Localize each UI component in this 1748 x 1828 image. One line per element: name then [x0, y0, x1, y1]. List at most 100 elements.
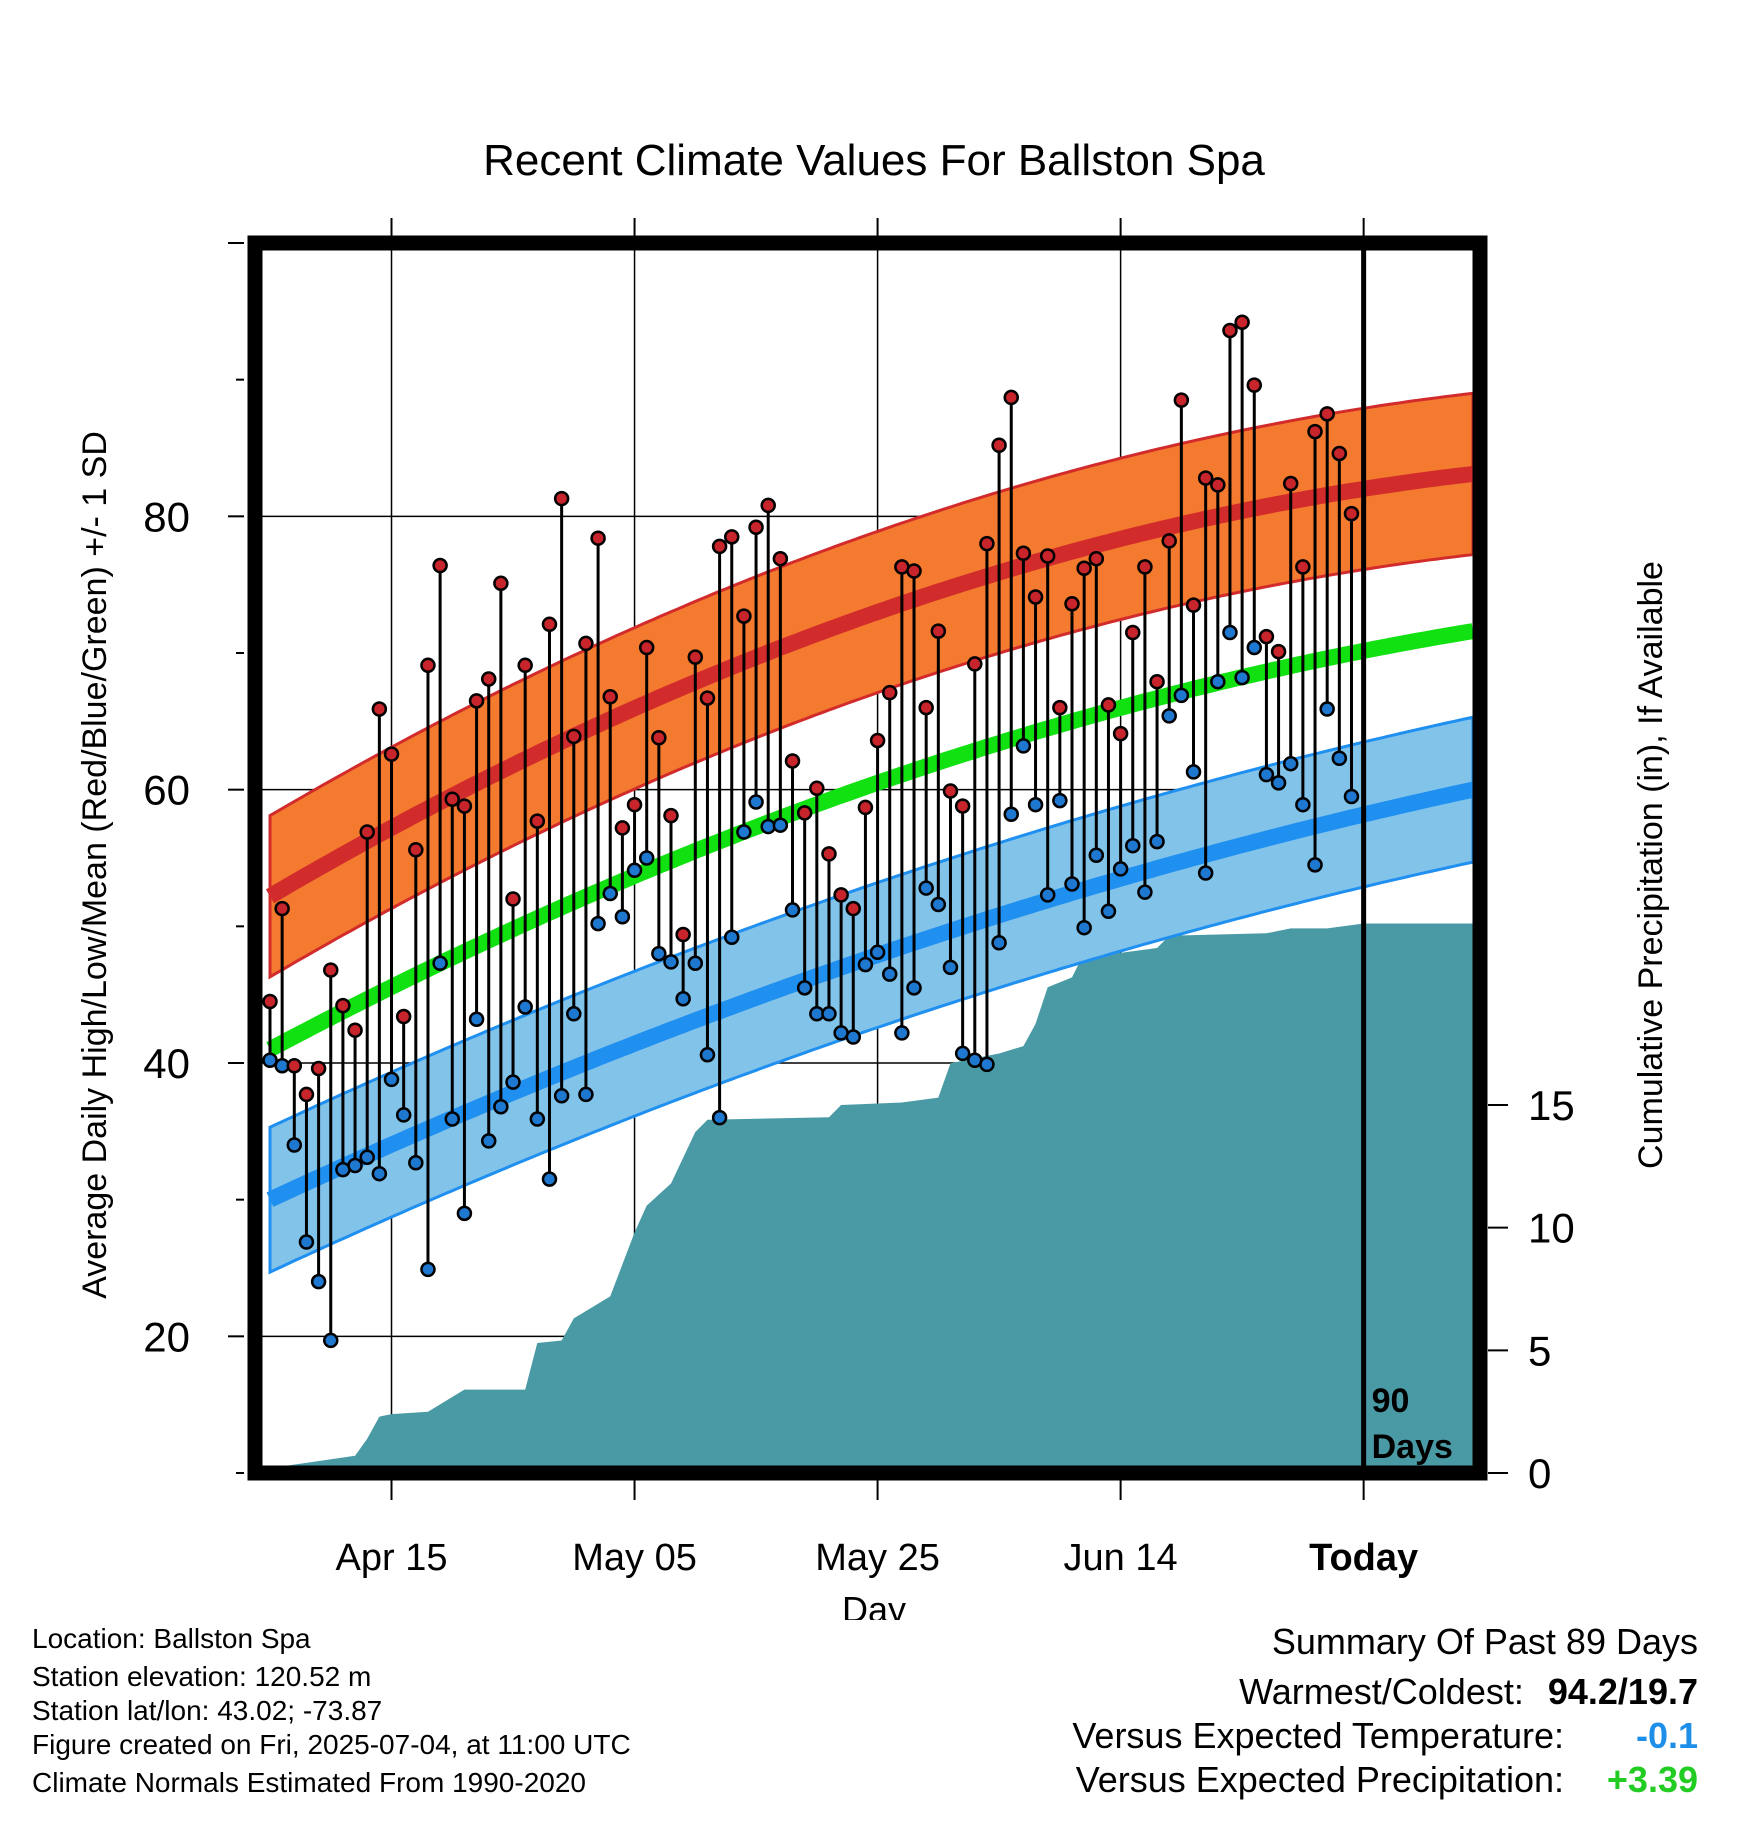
warmest-label: Warmest/Coldest: — [1239, 1671, 1524, 1712]
y-axis-right-label: Cumulative Precipitation (in), If Availa… — [1632, 561, 1670, 1169]
window-label-number: 90 — [1372, 1382, 1410, 1420]
summary-temp-row: Versus Expected Temperature: -0.1 — [1072, 1714, 1698, 1758]
daily-low-point — [1100, 903, 1117, 920]
daily-high-point — [1258, 628, 1275, 645]
daily-high-point — [626, 796, 643, 813]
climate-chart: Recent Climate Values For Ballston Spa A… — [76, 136, 1670, 1620]
daily-low-point — [517, 999, 533, 1015]
daily-high-point — [1015, 545, 1032, 561]
daily-high-point — [529, 813, 546, 829]
daily-low-point — [784, 902, 801, 918]
daily-low-point — [638, 850, 655, 866]
daily-low-point — [748, 794, 764, 810]
daily-low-point — [1052, 792, 1068, 809]
x-tick-label: May 25 — [815, 1537, 940, 1579]
daily-low-point — [906, 980, 922, 996]
daily-low-point — [1197, 865, 1214, 881]
daily-high-point — [262, 993, 278, 1010]
daily-high-point — [1076, 560, 1092, 577]
daily-high-point — [1222, 322, 1238, 339]
daily-low-point — [408, 1155, 424, 1171]
daily-high-point — [1027, 589, 1044, 605]
daily-high-point — [784, 753, 801, 769]
daily-high-point — [1234, 314, 1250, 331]
daily-low-point — [371, 1165, 388, 1182]
daily-low-point — [1246, 639, 1263, 656]
daily-high-point — [383, 746, 400, 762]
daily-high-point — [347, 1022, 363, 1038]
daily-low-point — [578, 1086, 594, 1103]
daily-low-point — [979, 1056, 995, 1073]
daily-high-point — [614, 820, 631, 836]
daily-high-point — [1270, 643, 1287, 660]
daily-low-point — [821, 1006, 837, 1022]
daily-low-point — [1210, 673, 1226, 690]
daily-high-point — [408, 842, 424, 858]
daily-high-point — [517, 657, 533, 674]
daily-low-point — [359, 1149, 375, 1166]
daily-low-point — [310, 1273, 327, 1290]
y-right-tick-label: 0 — [1528, 1450, 1551, 1497]
daily-high-point — [979, 535, 995, 552]
plot-area: 90 Days 20 40 60 80 0 5 10 15 Apr 15 May 05 May 25 Ju… — [143, 218, 1575, 1579]
daily-low-point — [383, 1071, 400, 1088]
daily-low-point — [954, 1045, 971, 1062]
daily-high-point — [906, 563, 922, 579]
daily-high-point — [1003, 389, 1019, 406]
daily-low-point — [1112, 861, 1129, 877]
daily-low-point — [663, 954, 679, 970]
daily-high-point — [821, 846, 837, 862]
daily-low-point — [1064, 876, 1080, 892]
daily-high-point — [1088, 550, 1105, 567]
daily-high-point — [1331, 445, 1348, 462]
daily-low-point — [675, 991, 691, 1007]
daily-low-point — [1149, 833, 1165, 850]
daily-high-point — [711, 538, 728, 555]
daily-high-point — [468, 693, 485, 709]
daily-high-point — [432, 557, 448, 574]
y-right-tick-label: 15 — [1528, 1082, 1575, 1129]
daily-low-point — [1295, 796, 1311, 813]
summary-warmest-row: Warmest/Coldest: 94.2/19.7 — [1072, 1670, 1698, 1714]
daily-high-point — [298, 1086, 315, 1103]
temp-label: Versus Expected Temperature: — [1072, 1715, 1564, 1756]
daily-high-point — [1307, 423, 1323, 440]
summary-panel: Summary Of Past 89 Days Warmest/Coldest:… — [1072, 1620, 1698, 1802]
x-axis-label: Day — [842, 1589, 906, 1620]
daily-low-point — [845, 1029, 862, 1045]
daily-high-point — [1185, 597, 1202, 613]
daily-low-point — [432, 955, 448, 971]
normals-text: Climate Normals Estimated From 1990-2020 — [32, 1767, 586, 1798]
normal-high-line — [265, 466, 1474, 904]
daily-high-point — [371, 701, 388, 717]
daily-high-point — [918, 699, 934, 716]
daily-high-point — [1149, 673, 1165, 690]
y-axis-left-label: Average Daily High/Low/Mean (Red/Blue/Gr… — [76, 431, 114, 1299]
daily-low-point — [796, 980, 813, 996]
daily-high-point — [1210, 477, 1226, 493]
daily-high-point — [274, 900, 290, 917]
daily-low-point — [420, 1261, 436, 1278]
y-left-tick-label: 60 — [143, 767, 190, 814]
x-tick-label: Today — [1309, 1537, 1418, 1579]
daily-high-point — [456, 798, 473, 814]
daily-low-point — [590, 915, 606, 932]
daily-low-point — [444, 1111, 461, 1127]
daily-low-point — [1125, 837, 1141, 854]
daily-low-point — [262, 1052, 278, 1069]
daily-high-point — [395, 1008, 412, 1025]
daily-high-point — [578, 635, 594, 652]
daily-high-point — [1197, 470, 1214, 486]
daily-low-point — [894, 1025, 910, 1041]
daily-high-point — [663, 807, 679, 824]
created-text: Figure created on Fri, 2025-07-04, at 11… — [32, 1729, 631, 1760]
daily-low-point — [468, 1011, 485, 1028]
daily-high-point — [675, 926, 691, 943]
daily-low-point — [493, 1098, 509, 1115]
daily-high-point — [748, 519, 764, 536]
daily-low-point — [772, 817, 789, 833]
daily-high-point — [930, 623, 947, 639]
daily-high-point — [359, 824, 375, 840]
daily-high-point — [857, 799, 874, 816]
location-text: Location: Ballston Spa — [32, 1623, 311, 1654]
